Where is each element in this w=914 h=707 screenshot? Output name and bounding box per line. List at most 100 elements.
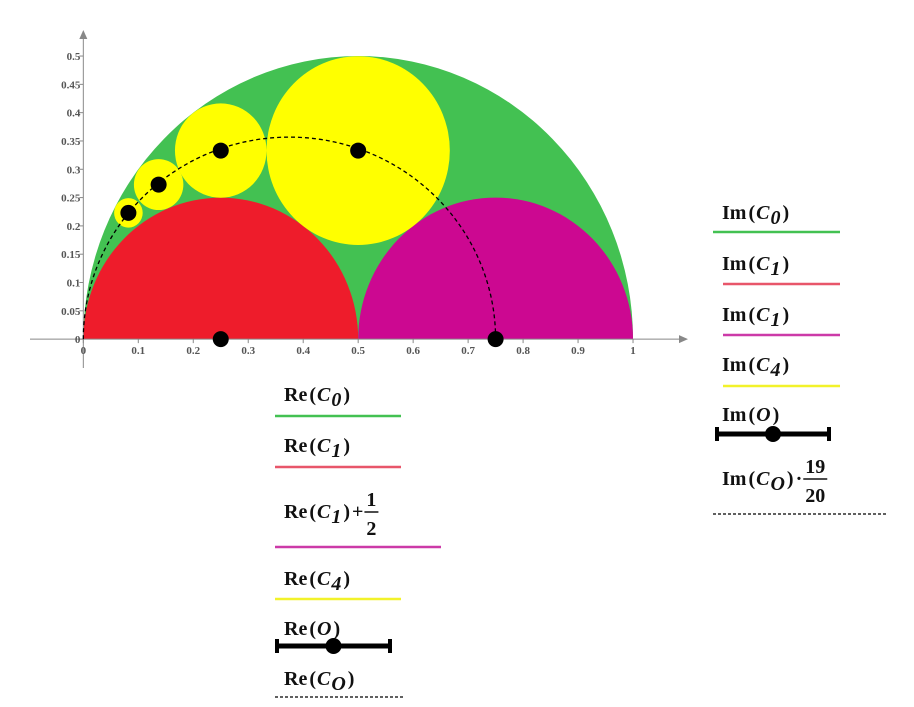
legend-var: O — [317, 618, 331, 640]
legend-fn: Re — [284, 501, 307, 523]
legend-sub: 1 — [331, 506, 341, 528]
legend-sub: 0 — [770, 207, 780, 229]
legend-fn: Re — [284, 568, 307, 590]
legend-dot — [765, 426, 781, 442]
legend-sub: 1 — [770, 258, 780, 280]
legend-var: C — [317, 501, 331, 523]
legend-op: ) — [773, 404, 780, 426]
legend-op: ( — [748, 354, 755, 376]
legend-fn: Re — [284, 618, 307, 640]
legend-num: 19 — [805, 456, 825, 478]
y-tick-label: 0.15 — [61, 249, 81, 261]
legend-op: ) — [343, 501, 350, 523]
legend-var: C — [317, 435, 331, 457]
y-tick-label: 0 — [75, 334, 81, 346]
legend-fn: Re — [284, 384, 307, 406]
legend-op: ( — [748, 304, 755, 326]
legend-sub: O — [770, 473, 784, 495]
legend-op: ) — [782, 304, 789, 326]
point — [212, 331, 229, 348]
legend-op: ( — [309, 618, 316, 640]
legend-var: C — [317, 568, 331, 590]
legend-var: C — [756, 202, 770, 224]
x-arrow — [679, 335, 688, 344]
legend-fn: Im — [722, 304, 747, 326]
legend-dot — [325, 638, 342, 654]
legend-num: 1 — [366, 489, 376, 511]
legend-op: ( — [748, 253, 755, 275]
legend-op: ( — [309, 568, 316, 590]
legend-op: ( — [309, 668, 316, 690]
legend-sub: 4 — [769, 359, 780, 381]
legend-op: ) — [348, 668, 355, 690]
point — [350, 142, 367, 159]
legend-var: C — [756, 304, 770, 326]
legend-var: O — [756, 404, 770, 426]
legend-op: + — [352, 501, 363, 523]
legend-sub: 0 — [331, 389, 341, 411]
x-tick-label: 0.2 — [186, 345, 200, 357]
locus-arc — [82, 136, 497, 340]
legend-op: ) — [333, 618, 340, 640]
legend-op: ( — [748, 202, 755, 224]
legend-op: · — [796, 468, 803, 490]
x-tick-label: 0 — [81, 345, 87, 357]
legend-var: C — [317, 668, 331, 690]
legend-op: ) — [782, 202, 789, 224]
legend-fn: Re — [284, 435, 307, 457]
legend-var: C — [756, 253, 770, 275]
legend-op: ) — [343, 384, 350, 406]
legend-op: ) — [343, 568, 350, 590]
legend-fn: Re — [284, 668, 307, 690]
legend-fn: Im — [722, 253, 747, 275]
y-tick-label: 0.45 — [61, 79, 81, 91]
legend-op: ) — [787, 468, 794, 490]
x-tick-label: 0.7 — [461, 345, 475, 357]
legend-den: 2 — [366, 518, 376, 540]
legend-fn: Im — [722, 468, 747, 490]
legend-op: ) — [343, 435, 350, 457]
y-tick-label: 0.35 — [61, 136, 81, 148]
legend-op: ( — [309, 384, 316, 406]
x-tick-label: 0.8 — [516, 345, 530, 357]
legend-sub: 1 — [331, 440, 341, 462]
legend-op: ) — [782, 354, 789, 376]
point — [120, 204, 137, 221]
x-tick-label: 1 — [630, 345, 636, 357]
y-tick-label: 0.2 — [67, 221, 81, 233]
x-tick-label: 0.1 — [131, 345, 145, 357]
legend-op: ) — [782, 253, 789, 275]
y-tick-label: 0.3 — [67, 164, 81, 176]
legend-op: ( — [748, 404, 755, 426]
point — [212, 142, 229, 159]
legend-op: ( — [748, 468, 755, 490]
legend-op: ( — [309, 435, 316, 457]
legend-op: ( — [309, 501, 316, 523]
legend-sub: 1 — [770, 309, 780, 331]
legend-var: C — [317, 384, 331, 406]
x-tick-label: 0.6 — [406, 345, 420, 357]
legend-fn: Im — [722, 202, 747, 224]
legend-var: C — [756, 468, 770, 490]
y-arrow — [79, 30, 88, 39]
y-tick-label: 0.1 — [67, 278, 81, 290]
x-tick-label: 0.5 — [351, 345, 365, 357]
x-tick-label: 0.3 — [241, 345, 255, 357]
semicircle — [83, 197, 359, 340]
legend-den: 20 — [805, 485, 825, 507]
y-tick-label: 0.25 — [61, 193, 81, 205]
semicircle — [358, 197, 634, 340]
x-tick-label: 0.9 — [571, 345, 585, 357]
point — [150, 176, 167, 193]
x-tick-label: 0.4 — [296, 345, 310, 357]
legend-var: C — [756, 354, 770, 376]
legend-sub: 4 — [330, 573, 341, 595]
y-tick-label: 0.5 — [67, 51, 81, 63]
legend-fn: Im — [722, 354, 747, 376]
y-tick-label: 0.4 — [67, 108, 81, 120]
legend-sub: O — [331, 673, 345, 695]
y-tick-label: 0.05 — [61, 306, 81, 318]
legend-fn: Im — [722, 404, 747, 426]
point — [487, 331, 504, 348]
